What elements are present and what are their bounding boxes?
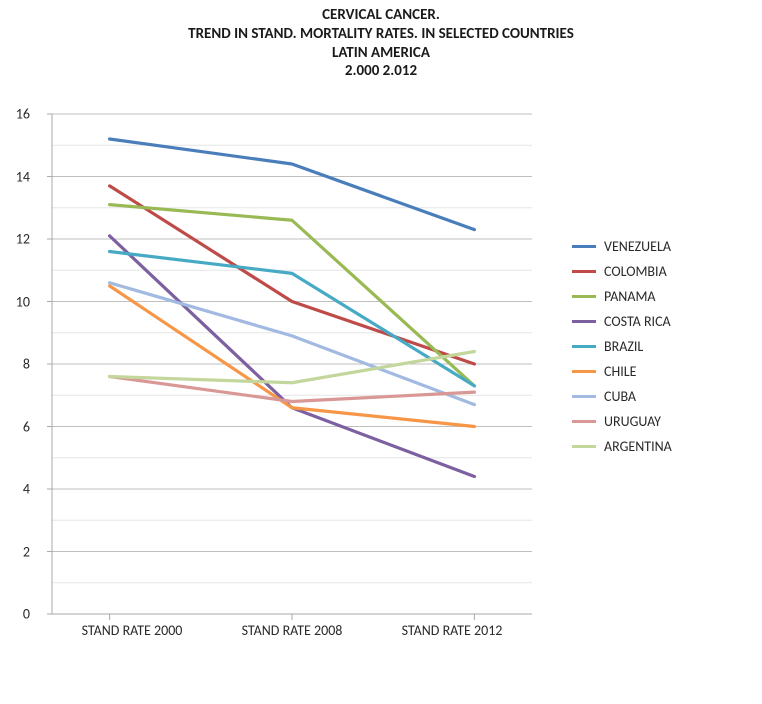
y-tick-8: 8	[23, 356, 30, 373]
title-line-0: CERVICAL CANCER.	[0, 6, 762, 25]
x-label-1: STAND RATE 2008	[212, 622, 372, 662]
title-line-2: LATIN AMERICA	[0, 44, 762, 63]
legend-item-1: COLOMBIA	[572, 263, 752, 280]
legend-swatch-7	[572, 420, 596, 423]
legend-item-8: ARGENTINA	[572, 438, 752, 455]
x-label-2: STAND RATE 2012	[372, 622, 532, 662]
legend-swatch-1	[572, 270, 596, 273]
x-axis-labels: STAND RATE 2000 STAND RATE 2008 STAND RA…	[32, 622, 552, 662]
x-label-0: STAND RATE 2000	[52, 622, 212, 662]
legend-label-4: BRAZIL	[604, 338, 643, 355]
legend-item-0: VENEZUELA	[572, 238, 752, 255]
series-line-5	[110, 286, 475, 427]
chart-title: CERVICAL CANCER. TREND IN STAND. MORTALI…	[0, 0, 762, 81]
plot-svg	[32, 114, 552, 614]
plot-area	[32, 114, 552, 614]
series-line-0	[110, 139, 475, 230]
y-tick-6: 6	[23, 418, 30, 435]
legend-swatch-3	[572, 320, 596, 323]
legend-label-3: COSTA RICA	[604, 313, 671, 330]
y-tick-12: 12	[16, 231, 30, 248]
legend-label-2: PANAMA	[604, 288, 656, 305]
legend-swatch-6	[572, 395, 596, 398]
chart-container: CERVICAL CANCER. TREND IN STAND. MORTALI…	[0, 0, 762, 704]
title-line-1: TREND IN STAND. MORTALITY RATES. IN SELE…	[0, 25, 762, 44]
legend-swatch-4	[572, 345, 596, 348]
legend-label-1: COLOMBIA	[604, 263, 667, 280]
y-tick-2: 2	[23, 543, 30, 560]
legend-item-7: URUGUAY	[572, 413, 752, 430]
legend-item-5: CHILE	[572, 363, 752, 380]
legend-item-3: COSTA RICA	[572, 313, 752, 330]
legend-swatch-2	[572, 295, 596, 298]
legend-label-7: URUGUAY	[604, 413, 661, 430]
legend-item-4: BRAZIL	[572, 338, 752, 355]
legend-swatch-0	[572, 245, 596, 248]
legend: VENEZUELA COLOMBIA PANAMA COSTA RICA BRAZIL C…	[572, 230, 752, 463]
series-line-7	[110, 377, 475, 402]
y-tick-14: 14	[16, 168, 30, 185]
y-tick-10: 10	[16, 293, 30, 310]
legend-label-8: ARGENTINA	[604, 438, 672, 455]
series-line-4	[110, 252, 475, 386]
series-line-2	[110, 205, 475, 386]
legend-item-2: PANAMA	[572, 288, 752, 305]
series-line-8	[110, 352, 475, 383]
legend-label-5: CHILE	[604, 363, 636, 380]
y-tick-16: 16	[16, 106, 30, 123]
legend-label-0: VENEZUELA	[604, 238, 671, 255]
legend-swatch-8	[572, 445, 596, 448]
legend-item-6: CUBA	[572, 388, 752, 405]
title-line-3: 2.000 2.012	[0, 62, 762, 81]
legend-label-6: CUBA	[604, 388, 636, 405]
y-axis-labels: 0246810121416	[6, 114, 30, 614]
y-tick-4: 4	[23, 481, 30, 498]
y-tick-0: 0	[23, 606, 30, 623]
legend-swatch-5	[572, 370, 596, 373]
